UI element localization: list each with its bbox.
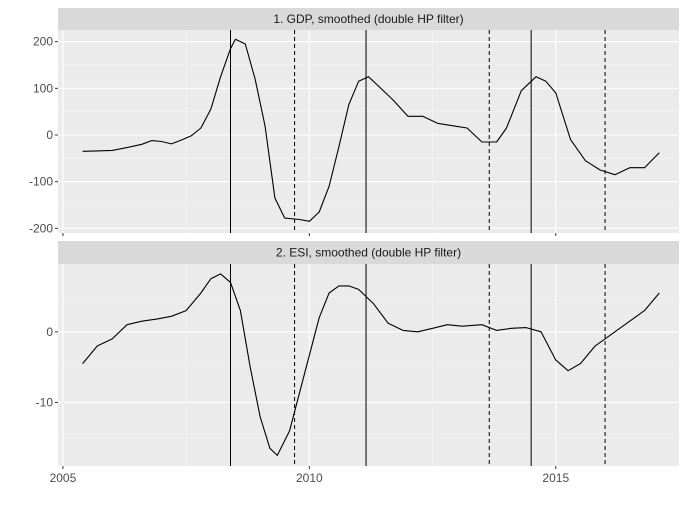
plot-panel [58,264,679,466]
y-tick-label: -10 [36,395,54,409]
y-tick-label: -200 [29,221,53,235]
panel-title: 1. GDP, smoothed (double HP filter) [273,12,463,26]
x-tick-label: 2005 [50,471,77,485]
panel-title: 2. ESI, smoothed (double HP filter) [276,246,461,260]
strip-background [58,8,679,30]
x-tick-label: 2010 [296,471,323,485]
y-tick-label: -100 [29,175,53,189]
y-tick-label: 0 [46,128,53,142]
x-tick-label: 2015 [542,471,569,485]
series-line [82,38,660,222]
series-line [82,273,660,456]
y-tick-label: 200 [33,35,53,49]
gdp-panel: 1. GDP, smoothed (double HP filter) -200 -… [29,8,679,236]
esi-panel: 2. ESI, smoothed (double HP filter) -10 0 2… [36,241,679,485]
strip-background [58,241,679,264]
plot-panel [58,30,679,233]
y-tick-label: 100 [33,81,53,95]
y-tick-label: 0 [46,325,53,339]
